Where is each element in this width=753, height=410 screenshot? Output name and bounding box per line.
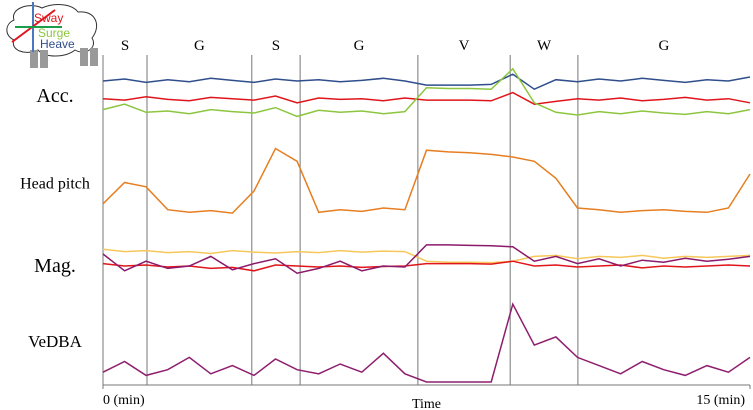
segment-label: W [537, 38, 552, 54]
trace [102, 147, 751, 214]
trace [102, 248, 751, 264]
x-tick-label: 15 (min) [696, 393, 745, 408]
legend-label: Surge [38, 26, 70, 40]
segment-label: G [354, 38, 365, 54]
panel-label: Mag. [34, 255, 76, 277]
panel-label: Acc. [36, 85, 73, 107]
segment-label: S [121, 38, 129, 54]
x-tick-label: 0 (min) [103, 393, 145, 408]
x-axis-label: Time [412, 397, 441, 410]
legend-label: Heave [40, 37, 75, 51]
trace [102, 67, 751, 118]
legend-label: Sway [34, 11, 63, 25]
segment-label: V [459, 38, 470, 54]
panel-label: Head pitch [20, 176, 90, 193]
segment-label: G [659, 38, 670, 54]
segment-label: G [194, 38, 205, 54]
trace [102, 260, 751, 272]
trace [102, 91, 751, 105]
trace [102, 73, 751, 91]
trace [102, 244, 751, 275]
trace [102, 302, 751, 383]
animal-icon [6, 2, 98, 68]
segment-label: S [272, 38, 280, 54]
panel-label: VeDBA [28, 332, 83, 351]
